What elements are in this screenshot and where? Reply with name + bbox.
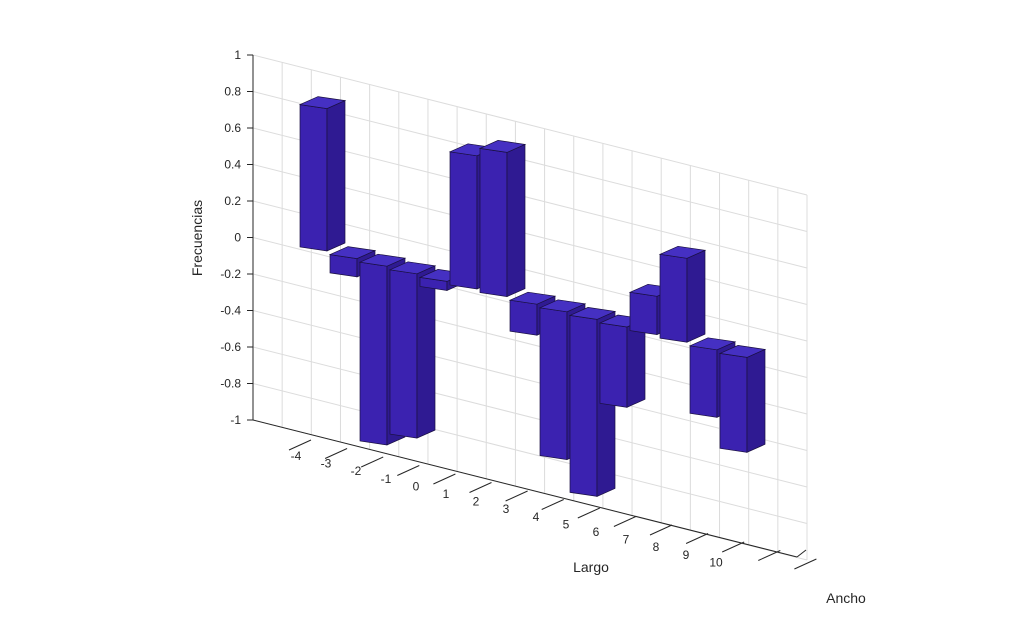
- bar-2: [478, 140, 527, 298]
- y-tick-label: 1: [234, 48, 241, 62]
- bars: [298, 96, 767, 497]
- bar-10: [718, 345, 767, 453]
- gridline-y: [252, 310, 808, 451]
- bar-side-face: [506, 143, 526, 298]
- bar-front-face: [689, 345, 718, 418]
- bar-side-face: [746, 348, 766, 453]
- bar-front-face: [359, 261, 388, 446]
- x-tick-mark: [397, 465, 420, 476]
- x-tick-label: -3: [321, 457, 332, 471]
- bar-top-face: [688, 337, 737, 351]
- y-tick-label: 0.2: [224, 194, 241, 208]
- bar-top-face: [298, 96, 347, 109]
- x-tick-label: 2: [473, 495, 480, 509]
- x-tick-label: 7: [623, 533, 630, 547]
- bar-top-face: [358, 253, 407, 267]
- bar-front-face: [389, 269, 418, 439]
- x-tick-mark: [469, 482, 492, 493]
- x-tick-label: 4: [533, 510, 540, 524]
- x-tick-label: 0: [413, 479, 420, 493]
- y-tick-label: 0.8: [224, 85, 241, 99]
- x-tick-mark: [324, 448, 348, 459]
- bar-front-face: [659, 253, 688, 343]
- x-axis-line: [252, 419, 798, 558]
- y-tick-label: 0: [234, 231, 241, 245]
- x-tick-mark: [433, 473, 456, 485]
- gridline-y: [252, 346, 808, 488]
- gridline-y: [252, 54, 808, 196]
- x-tick-mark: [541, 499, 564, 510]
- bar-front-face: [599, 322, 628, 408]
- x-tick-mark: [685, 533, 709, 544]
- bar-side-face: [416, 265, 436, 439]
- bar-front-face: [629, 291, 658, 336]
- y-tick-label: -0.6: [220, 340, 241, 354]
- x-tick-label: 10: [709, 555, 723, 569]
- y-tick-label: -0.8: [220, 377, 241, 391]
- bar--4: [298, 96, 347, 252]
- x-tick-mark: [288, 439, 312, 451]
- bar-front-face: [479, 147, 508, 298]
- bar-top-face: [328, 246, 377, 259]
- x-tick-label: -2: [351, 464, 362, 478]
- bar--1: [388, 261, 437, 439]
- x-tick-mark: [649, 524, 673, 536]
- x-tick-mark: [505, 490, 528, 502]
- bar-side-face: [326, 100, 346, 252]
- z-axis-line: [796, 549, 807, 558]
- z-axis-label: Ancho: [826, 590, 866, 606]
- x-tick-mark: [613, 516, 637, 527]
- bar-top-face: [538, 299, 587, 313]
- y-tick-label: -1: [230, 413, 241, 427]
- bar-top-face: [568, 307, 617, 320]
- x-tick-label: 3: [503, 502, 510, 516]
- x-tick-mark: [360, 456, 384, 468]
- bar-top-face: [388, 261, 437, 275]
- bar-front-face: [539, 307, 568, 461]
- y-tick-label: 0.6: [224, 121, 241, 135]
- bar-side-face: [686, 249, 706, 343]
- bar-top-face: [508, 291, 557, 305]
- x-tick-label: -4: [291, 449, 302, 463]
- bar-front-face: [719, 352, 748, 453]
- bar-front-face: [299, 104, 328, 252]
- bar-8: [658, 245, 707, 343]
- y-tick-label: -0.2: [220, 267, 241, 281]
- x-tick-label: 8: [653, 540, 660, 554]
- x-tick-mark: [721, 541, 745, 553]
- x-tick-label: 1: [443, 487, 450, 501]
- bar-top-face: [718, 345, 767, 358]
- x-axis-label: Largo: [573, 559, 609, 575]
- bar-front-face: [509, 299, 538, 336]
- y-tick-label: 0.4: [224, 158, 241, 172]
- y-tick-label: -0.4: [220, 304, 241, 318]
- x-tick-labels: -4 -3 -2 -1 0 1 2 3 4 5 6 7 8 9 10: [291, 449, 723, 569]
- x-tick-label: 5: [563, 517, 570, 531]
- bar-front-face: [569, 314, 598, 497]
- x-tick-label: -1: [381, 472, 392, 486]
- x-tick-mark: [794, 558, 817, 570]
- gridline-y: [252, 383, 808, 524]
- x-tick-label: 6: [593, 525, 600, 539]
- x-tick-mark: [577, 507, 601, 519]
- x-tick-label: 9: [683, 548, 690, 562]
- y-axis-label: Frecuencias: [189, 200, 205, 276]
- bar-top-face: [478, 140, 527, 153]
- y-tick-labels: 1 0.8 0.6 0.4 0.2 0 -0.2 -0.4 -0.6 -0.8 -1: [220, 48, 241, 427]
- bar-front-face: [449, 151, 478, 290]
- axes: [247, 54, 817, 570]
- bar-top-face: [658, 245, 707, 259]
